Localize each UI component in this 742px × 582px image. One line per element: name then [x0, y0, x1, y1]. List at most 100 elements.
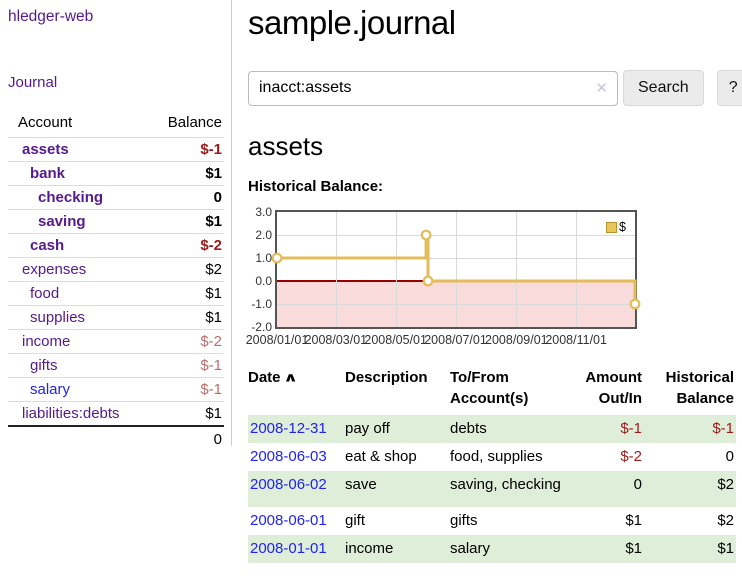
- accounts-header-account: Account: [18, 114, 73, 131]
- account-balance: $1: [143, 209, 224, 234]
- transaction-date-link[interactable]: 2008-06-03: [250, 448, 327, 465]
- account-row: assets $-1: [8, 137, 224, 162]
- register-header-accounts: To/From Account(s): [450, 369, 529, 407]
- x-axis-tick-label: 2008/11/01: [545, 333, 607, 347]
- transaction-balance: $1: [642, 535, 736, 563]
- account-row: expenses $2: [8, 257, 224, 282]
- chart-plot-area: $: [271, 210, 641, 329]
- account-link-expenses[interactable]: expenses: [22, 261, 87, 278]
- sort-ascending-icon: ∧: [282, 369, 298, 385]
- transaction-amount: $1: [625, 512, 642, 529]
- account-link-salary[interactable]: salary: [30, 381, 71, 398]
- v-gridline: [395, 212, 397, 327]
- transaction-accounts: debts: [450, 415, 562, 443]
- transaction-amount: $-2: [620, 448, 642, 465]
- account-balance: $1: [143, 401, 224, 426]
- data-point-marker: [422, 275, 434, 287]
- register-row: 2008-12-31 pay off debts $-1 $-1: [248, 415, 736, 443]
- account-link-food[interactable]: food: [30, 285, 60, 302]
- account-link-gifts[interactable]: gifts: [30, 357, 58, 374]
- x-axis-tick-label: 2008/09/01: [485, 333, 548, 347]
- account-row: bank $1: [8, 161, 224, 186]
- search-form: ✕ Search ?: [248, 70, 742, 106]
- v-gridline: [335, 212, 337, 327]
- accounts-total-row: 0: [8, 425, 224, 451]
- register-table: Date ∧ Description To/From Account(s) Amo…: [248, 365, 736, 563]
- y-axis-tick-label: 0.0: [255, 274, 272, 288]
- transaction-description: pay off: [345, 415, 450, 443]
- transaction-amount: $-1: [562, 415, 642, 443]
- brand-link[interactable]: hledger-web: [8, 8, 94, 25]
- account-row: gifts $-1: [8, 353, 224, 378]
- accounts-table: Account Balance assets $-1 bank $1 check…: [8, 111, 224, 451]
- page-title: sample.journal: [248, 4, 456, 41]
- data-point-marker: [629, 298, 641, 310]
- account-link-assets[interactable]: assets: [22, 141, 69, 158]
- account-balance: 0: [143, 185, 224, 210]
- y-axis-tick-label: 3.0: [255, 205, 272, 219]
- account-balance: $1: [143, 305, 224, 330]
- register-header-row: Date ∧ Description To/From Account(s) Amo…: [248, 365, 736, 415]
- account-link-income[interactable]: income: [22, 333, 71, 350]
- transaction-balance: $2: [642, 471, 736, 507]
- account-row: checking 0: [8, 185, 224, 210]
- transaction-description: gift: [345, 512, 366, 529]
- transaction-balance: $-1: [642, 415, 736, 443]
- register-header-amount: Amount Out/In: [585, 369, 642, 407]
- y-axis-tick-label: 2.0: [255, 228, 272, 242]
- transaction-date-link[interactable]: 2008-06-01: [250, 512, 327, 529]
- data-point-marker: [420, 229, 432, 241]
- accounts-header-balance: Balance: [167, 114, 222, 131]
- account-link-supplies[interactable]: supplies: [30, 309, 86, 326]
- chart-legend: $: [606, 220, 626, 234]
- accounts-total: 0: [143, 425, 224, 451]
- balance-line-series: [271, 229, 641, 310]
- transaction-date-link[interactable]: 2008-12-31: [250, 420, 327, 437]
- y-axis-tick-label: 1.0: [255, 251, 272, 265]
- account-balance: $-2: [143, 329, 224, 354]
- search-input[interactable]: [248, 70, 618, 106]
- search-button[interactable]: Search: [623, 70, 704, 106]
- transaction-accounts: saving, checking: [450, 471, 562, 507]
- sidebar-item-journal[interactable]: Journal: [8, 74, 58, 91]
- account-balance: $-1: [143, 137, 224, 162]
- transaction-description: income: [345, 535, 450, 563]
- transaction-date-link[interactable]: 2008-06-02: [250, 476, 327, 493]
- transaction-description: eat & shop: [345, 448, 417, 465]
- y-axis-tick-label: -1.0: [251, 297, 272, 311]
- transaction-amount: 0: [562, 471, 642, 507]
- v-gridline: [455, 212, 457, 327]
- account-link-bank[interactable]: bank: [30, 165, 66, 182]
- account-balance: $1: [143, 161, 224, 186]
- transaction-date-link[interactable]: 2008-01-01: [250, 540, 327, 557]
- transaction-balance: 0: [725, 448, 734, 465]
- account-row: cash $-2: [8, 233, 224, 258]
- x-axis-tick-label: 2008/07/01: [424, 333, 487, 347]
- account-balance: $2: [143, 257, 224, 282]
- main-content: sample.journal ✕ Search ? assets Histori…: [232, 0, 742, 563]
- transaction-accounts: salary: [450, 535, 562, 563]
- register-header-description: Description: [345, 369, 428, 386]
- account-link-saving[interactable]: saving: [38, 213, 86, 230]
- help-button[interactable]: ?: [716, 70, 742, 106]
- register-header-date[interactable]: Date ∧: [248, 369, 298, 386]
- balance-chart: $ 3.0 2.0 1.0 0.0 -1.0 -2.0 2008/01/01 2008/03/…: [246, 203, 742, 351]
- account-balance: $1: [143, 281, 224, 306]
- x-axis-tick-label: 2008/03/01: [304, 333, 368, 347]
- account-link-cash[interactable]: cash: [30, 237, 65, 254]
- account-heading: assets: [248, 131, 324, 161]
- account-link-liabilities-debts[interactable]: liabilities:debts: [22, 405, 120, 422]
- account-row: saving $1: [8, 209, 224, 234]
- sidebar: hledger-web Journal Account Balance asse…: [0, 0, 232, 451]
- account-balance: $-1: [143, 353, 224, 378]
- clear-search-icon[interactable]: ✕: [595, 79, 608, 97]
- account-balance: $-1: [143, 377, 224, 402]
- register-row: 2008-06-02 save saving, checking 0 $2: [248, 471, 736, 507]
- register-row: 2008-06-03 eat & shop food, supplies $-2…: [248, 443, 736, 471]
- transaction-balance: $2: [717, 512, 734, 529]
- transaction-accounts: gifts: [450, 512, 478, 529]
- account-row: food $1: [8, 281, 224, 306]
- account-balance: $-2: [143, 233, 224, 258]
- account-row: income $-2: [8, 329, 224, 354]
- account-link-checking[interactable]: checking: [38, 189, 104, 206]
